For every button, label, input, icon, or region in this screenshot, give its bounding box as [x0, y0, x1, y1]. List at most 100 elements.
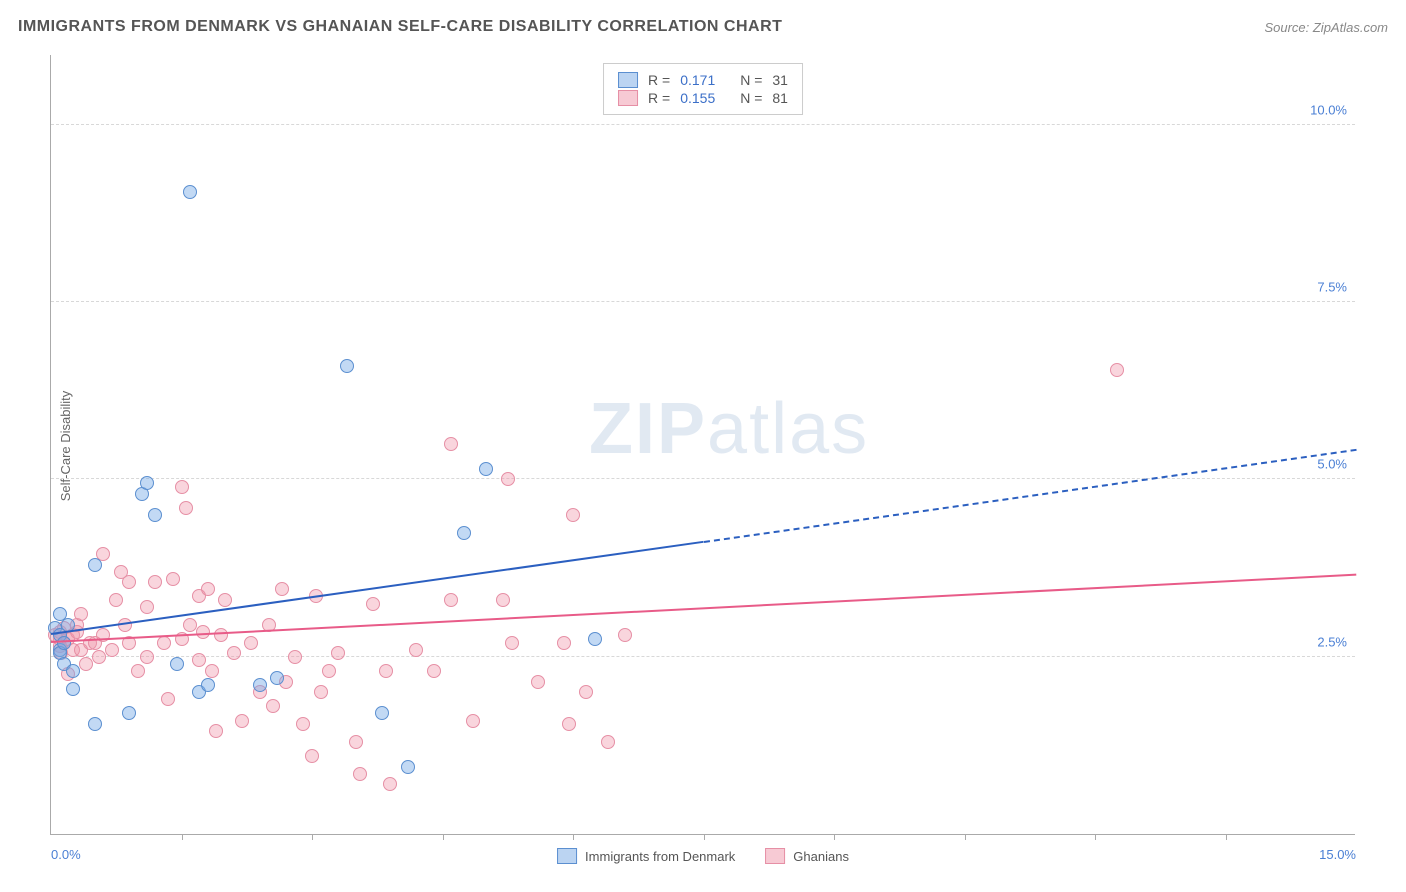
data-point — [244, 636, 258, 650]
legend-item-a: Immigrants from Denmark — [557, 848, 735, 864]
watermark: ZIPatlas — [589, 388, 869, 470]
data-point — [140, 476, 154, 490]
data-point — [92, 650, 106, 664]
series-b-label: Ghanians — [793, 849, 849, 864]
swatch-a-icon — [618, 72, 638, 88]
data-point — [379, 664, 393, 678]
data-point — [331, 646, 345, 660]
data-point — [444, 437, 458, 451]
data-point — [175, 480, 189, 494]
gridline — [51, 656, 1355, 657]
data-point — [148, 508, 162, 522]
x-tick — [312, 834, 313, 840]
gridline — [51, 124, 1355, 125]
data-point — [88, 558, 102, 572]
trendline — [703, 449, 1356, 543]
y-tick-label: 10.0% — [1310, 102, 1347, 117]
x-tick — [834, 834, 835, 840]
chart-title: IMMIGRANTS FROM DENMARK VS GHANAIAN SELF… — [18, 18, 782, 36]
plot-area: ZIPatlas R = 0.171 N = 31 R = 0.155 N = … — [50, 55, 1355, 835]
data-point — [501, 472, 515, 486]
data-point — [479, 462, 493, 476]
correlation-legend: R = 0.171 N = 31 R = 0.155 N = 81 — [603, 63, 803, 115]
data-point — [201, 582, 215, 596]
data-point — [105, 643, 119, 657]
n-label: N = — [740, 90, 762, 106]
data-point — [340, 359, 354, 373]
data-point — [1110, 363, 1124, 377]
data-point — [266, 699, 280, 713]
data-point — [270, 671, 284, 685]
data-point — [201, 678, 215, 692]
data-point — [192, 653, 206, 667]
data-point — [557, 636, 571, 650]
x-tick — [182, 834, 183, 840]
legend-row-b: R = 0.155 N = 81 — [618, 90, 788, 106]
data-point — [579, 685, 593, 699]
swatch-b-icon — [618, 90, 638, 106]
data-point — [457, 526, 471, 540]
x-tick-label: 15.0% — [1319, 847, 1356, 862]
data-point — [161, 692, 175, 706]
data-point — [157, 636, 171, 650]
data-point — [296, 717, 310, 731]
data-point — [183, 618, 197, 632]
data-point — [227, 646, 241, 660]
series-legend: Immigrants from Denmark Ghanians — [557, 848, 849, 864]
data-point — [305, 749, 319, 763]
series-a-label: Immigrants from Denmark — [585, 849, 735, 864]
data-point — [288, 650, 302, 664]
data-point — [383, 777, 397, 791]
data-point — [562, 717, 576, 731]
data-point — [66, 682, 80, 696]
data-point — [66, 664, 80, 678]
data-point — [353, 767, 367, 781]
data-point — [375, 706, 389, 720]
data-point — [170, 657, 184, 671]
n-label: N = — [740, 72, 762, 88]
data-point — [166, 572, 180, 586]
data-point — [253, 678, 267, 692]
data-point — [314, 685, 328, 699]
y-tick-label: 5.0% — [1317, 457, 1347, 472]
data-point — [131, 664, 145, 678]
data-point — [366, 597, 380, 611]
data-point — [74, 607, 88, 621]
data-point — [618, 628, 632, 642]
data-point — [140, 600, 154, 614]
data-point — [218, 593, 232, 607]
r-value-a: 0.171 — [680, 72, 730, 88]
data-point — [401, 760, 415, 774]
x-tick — [1226, 834, 1227, 840]
data-point — [88, 717, 102, 731]
data-point — [322, 664, 336, 678]
n-value-b: 81 — [772, 90, 788, 106]
x-tick-label: 0.0% — [51, 847, 81, 862]
gridline — [51, 301, 1355, 302]
data-point — [148, 575, 162, 589]
trendline — [51, 573, 1356, 642]
data-point — [179, 501, 193, 515]
data-point — [275, 582, 289, 596]
trendline — [51, 541, 704, 635]
y-tick-label: 2.5% — [1317, 634, 1347, 649]
swatch-a-icon — [557, 848, 577, 864]
data-point — [122, 575, 136, 589]
legend-item-b: Ghanians — [765, 848, 849, 864]
data-point — [466, 714, 480, 728]
y-tick-label: 7.5% — [1317, 280, 1347, 295]
data-point — [79, 657, 93, 671]
data-point — [183, 185, 197, 199]
data-point — [588, 632, 602, 646]
data-point — [409, 643, 423, 657]
x-tick — [1095, 834, 1096, 840]
data-point — [601, 735, 615, 749]
r-label: R = — [648, 90, 670, 106]
data-point — [566, 508, 580, 522]
data-point — [122, 706, 136, 720]
data-point — [531, 675, 545, 689]
swatch-b-icon — [765, 848, 785, 864]
legend-row-a: R = 0.171 N = 31 — [618, 72, 788, 88]
data-point — [209, 724, 223, 738]
n-value-a: 31 — [772, 72, 788, 88]
